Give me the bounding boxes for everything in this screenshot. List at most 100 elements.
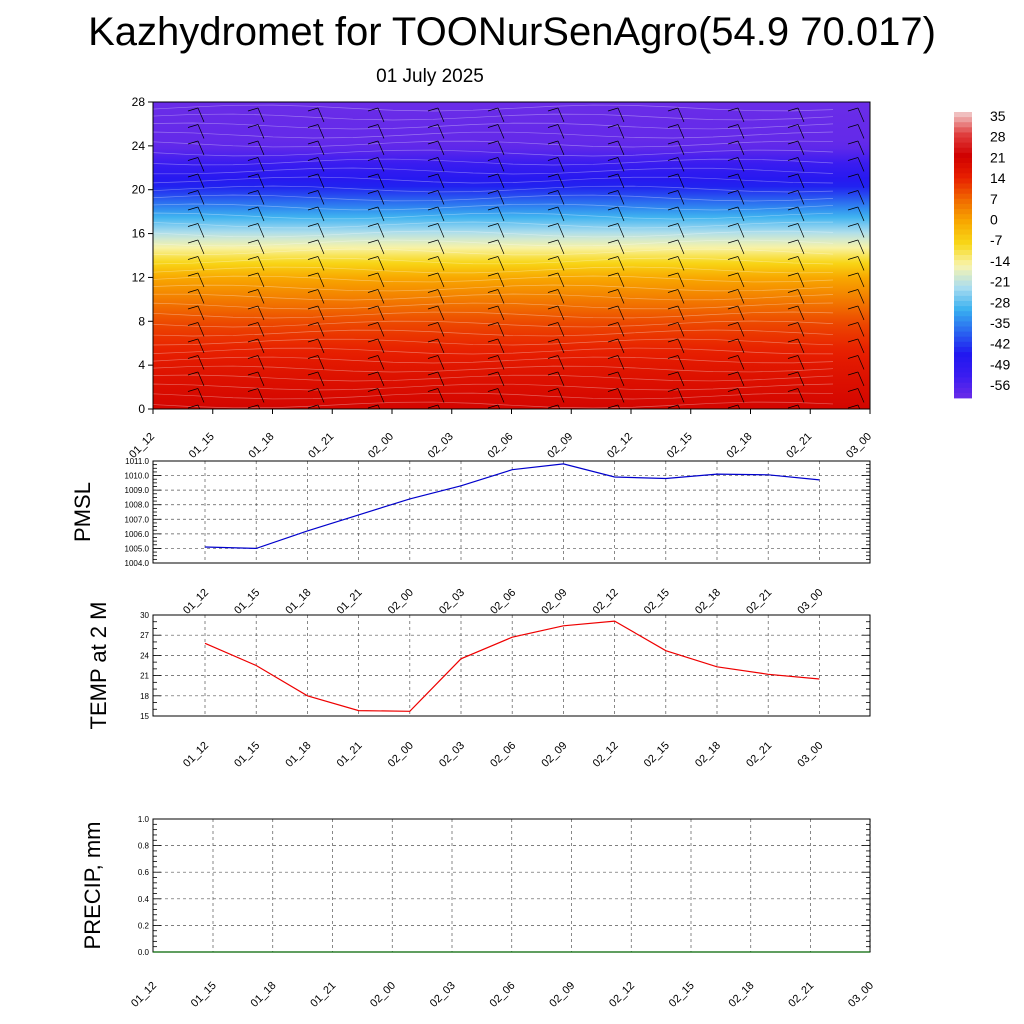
wind-barb (187, 338, 205, 354)
wind-barb (247, 173, 265, 189)
xtick-label: 03_00 (795, 740, 825, 770)
colorbar-swatch (954, 173, 972, 179)
wind-barb (547, 388, 565, 403)
wind-barb (367, 124, 385, 139)
wind-barb (247, 239, 265, 255)
wind-barb (847, 206, 865, 222)
xtick-label: 01_15 (232, 587, 262, 617)
wind-barb (367, 107, 385, 123)
wind-barb (307, 206, 325, 222)
colorbar-swatch (954, 352, 972, 358)
wind-barb (487, 223, 505, 238)
colorbar-swatch (954, 193, 972, 200)
wind-barb (667, 305, 685, 321)
colorbar-swatch (954, 198, 972, 205)
wind-barb (727, 206, 745, 222)
colorbar-label: -49 (990, 356, 1010, 372)
colorbar-swatch (954, 219, 972, 225)
wind-barb (607, 173, 625, 189)
wind-barb (247, 322, 265, 337)
wind-barb (667, 388, 685, 403)
wind-barb (547, 289, 565, 304)
wind-barb (847, 157, 865, 172)
wind-barb (607, 239, 625, 255)
colorbar-swatch (954, 122, 972, 128)
wind-barb (487, 157, 505, 172)
colorbar-swatch (954, 311, 972, 317)
wind-barb (187, 206, 205, 222)
xtick-label: 02_12 (591, 587, 621, 617)
wind-barb (607, 140, 625, 156)
y-axis-label: PRECIP, mm (80, 822, 105, 950)
colorbar-swatch (954, 367, 972, 373)
wind-barb (247, 305, 265, 321)
wind-barb (187, 272, 205, 288)
colorbar-swatch (954, 214, 972, 220)
wind-barb (427, 355, 445, 370)
wind-barb (427, 305, 445, 321)
wind-barb (727, 107, 745, 123)
wind-barb (247, 338, 265, 354)
colorbar-swatch (954, 137, 972, 144)
wind-barb (487, 206, 505, 222)
xtick-label: 02_18 (693, 740, 723, 770)
wind-barb (367, 388, 385, 403)
colorbar-swatch (954, 183, 972, 190)
wind-barb (547, 272, 565, 288)
colorbar-swatch (954, 239, 972, 246)
wind-barb (187, 157, 205, 172)
xtick-label: 01_12 (181, 587, 211, 617)
wind-barb (427, 190, 445, 205)
colorbar-swatch (954, 270, 972, 276)
wind-barb (247, 371, 265, 387)
wind-barb (787, 157, 805, 172)
colorbar-swatch (954, 382, 972, 389)
colorbar-swatch (954, 372, 972, 378)
wind-barb (727, 371, 745, 387)
wind-barb (427, 239, 445, 255)
wind-barb (787, 256, 805, 271)
wind-barb (487, 289, 505, 304)
xtick-label: 02_21 (786, 980, 816, 1010)
wind-barb (607, 338, 625, 354)
wind-barb (607, 206, 625, 222)
wind-barb (427, 371, 445, 387)
wind-barb (187, 371, 205, 387)
wind-barb (367, 305, 385, 321)
wind-barb (367, 371, 385, 387)
wind-barb (787, 371, 805, 387)
wind-barb (847, 388, 865, 403)
pmsl-panel: 1004.0 1005.0 1006.0 1007.0 1008.0 1009.0 1010… (70, 457, 871, 617)
wind-barb (367, 157, 385, 172)
colorbar-swatch (954, 285, 972, 292)
xtick-label: 02_15 (667, 980, 697, 1010)
wind-barb (787, 322, 805, 337)
wind-barb (667, 140, 685, 156)
colorbar-label: -35 (990, 315, 1010, 331)
wind-barb (247, 124, 265, 139)
wind-barb (667, 124, 685, 139)
colorbar-swatch (954, 142, 972, 149)
wind-barb (847, 173, 865, 189)
wind-barb (247, 289, 265, 304)
wind-barb (427, 338, 445, 354)
ytick-label: 15 (140, 712, 149, 721)
colorbar-swatch (954, 306, 972, 312)
colorbar-swatch (954, 168, 972, 174)
heatmap-xtick-label: 01_18 (247, 431, 277, 461)
colorbar-swatch (954, 157, 972, 164)
ytick-label: 1008.0 (125, 501, 150, 510)
colorbar-swatch (954, 331, 972, 338)
series-line (204, 463, 820, 550)
colorbar-swatch (954, 387, 972, 394)
wind-barb (487, 338, 505, 354)
wind-barb (247, 256, 265, 271)
wind-barb (667, 404, 681, 409)
wind-barb (667, 223, 685, 238)
wind-barb (307, 157, 325, 172)
wind-barb (787, 190, 805, 205)
colorbar-swatch (954, 203, 972, 210)
colorbar-swatch (954, 326, 972, 333)
wind-barb (247, 355, 265, 370)
wind-barb (847, 289, 865, 304)
